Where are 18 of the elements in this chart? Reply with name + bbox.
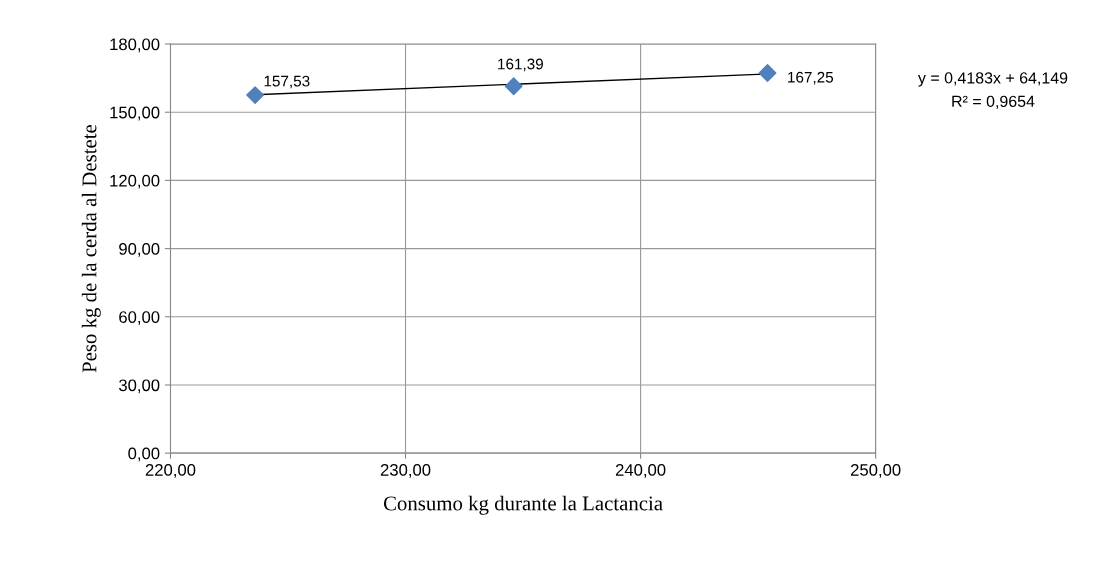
- y-tick-label: 30,00: [118, 379, 160, 394]
- y-tick-label: 120,00: [110, 174, 160, 189]
- y-axis-title: Peso kg de la cerda al Destete: [81, 124, 101, 373]
- y-tick-label: 0,00: [128, 447, 160, 462]
- data-label: 167,25: [788, 71, 834, 85]
- x-tick-label: 250,00: [850, 464, 901, 478]
- x-tick-label: 240,00: [615, 464, 666, 478]
- x-axis-title: Consumo kg durante la Lactancia: [383, 495, 663, 515]
- data-label: 161,39: [498, 58, 543, 72]
- text: y = 0,4183x + 64,149: [917, 72, 1068, 87]
- data-label: 157,53: [264, 75, 310, 89]
- x-tick-label: 230,00: [380, 464, 431, 478]
- text: R² = 0,9654: [952, 95, 1035, 109]
- y-tick-label: 90,00: [119, 243, 160, 257]
- y-tick-label: 60,00: [119, 311, 160, 325]
- x-tick-label: 220,00: [145, 464, 196, 478]
- y-tick-label: 150,00: [110, 106, 160, 121]
- y-tick-label: 180,00: [110, 38, 160, 53]
